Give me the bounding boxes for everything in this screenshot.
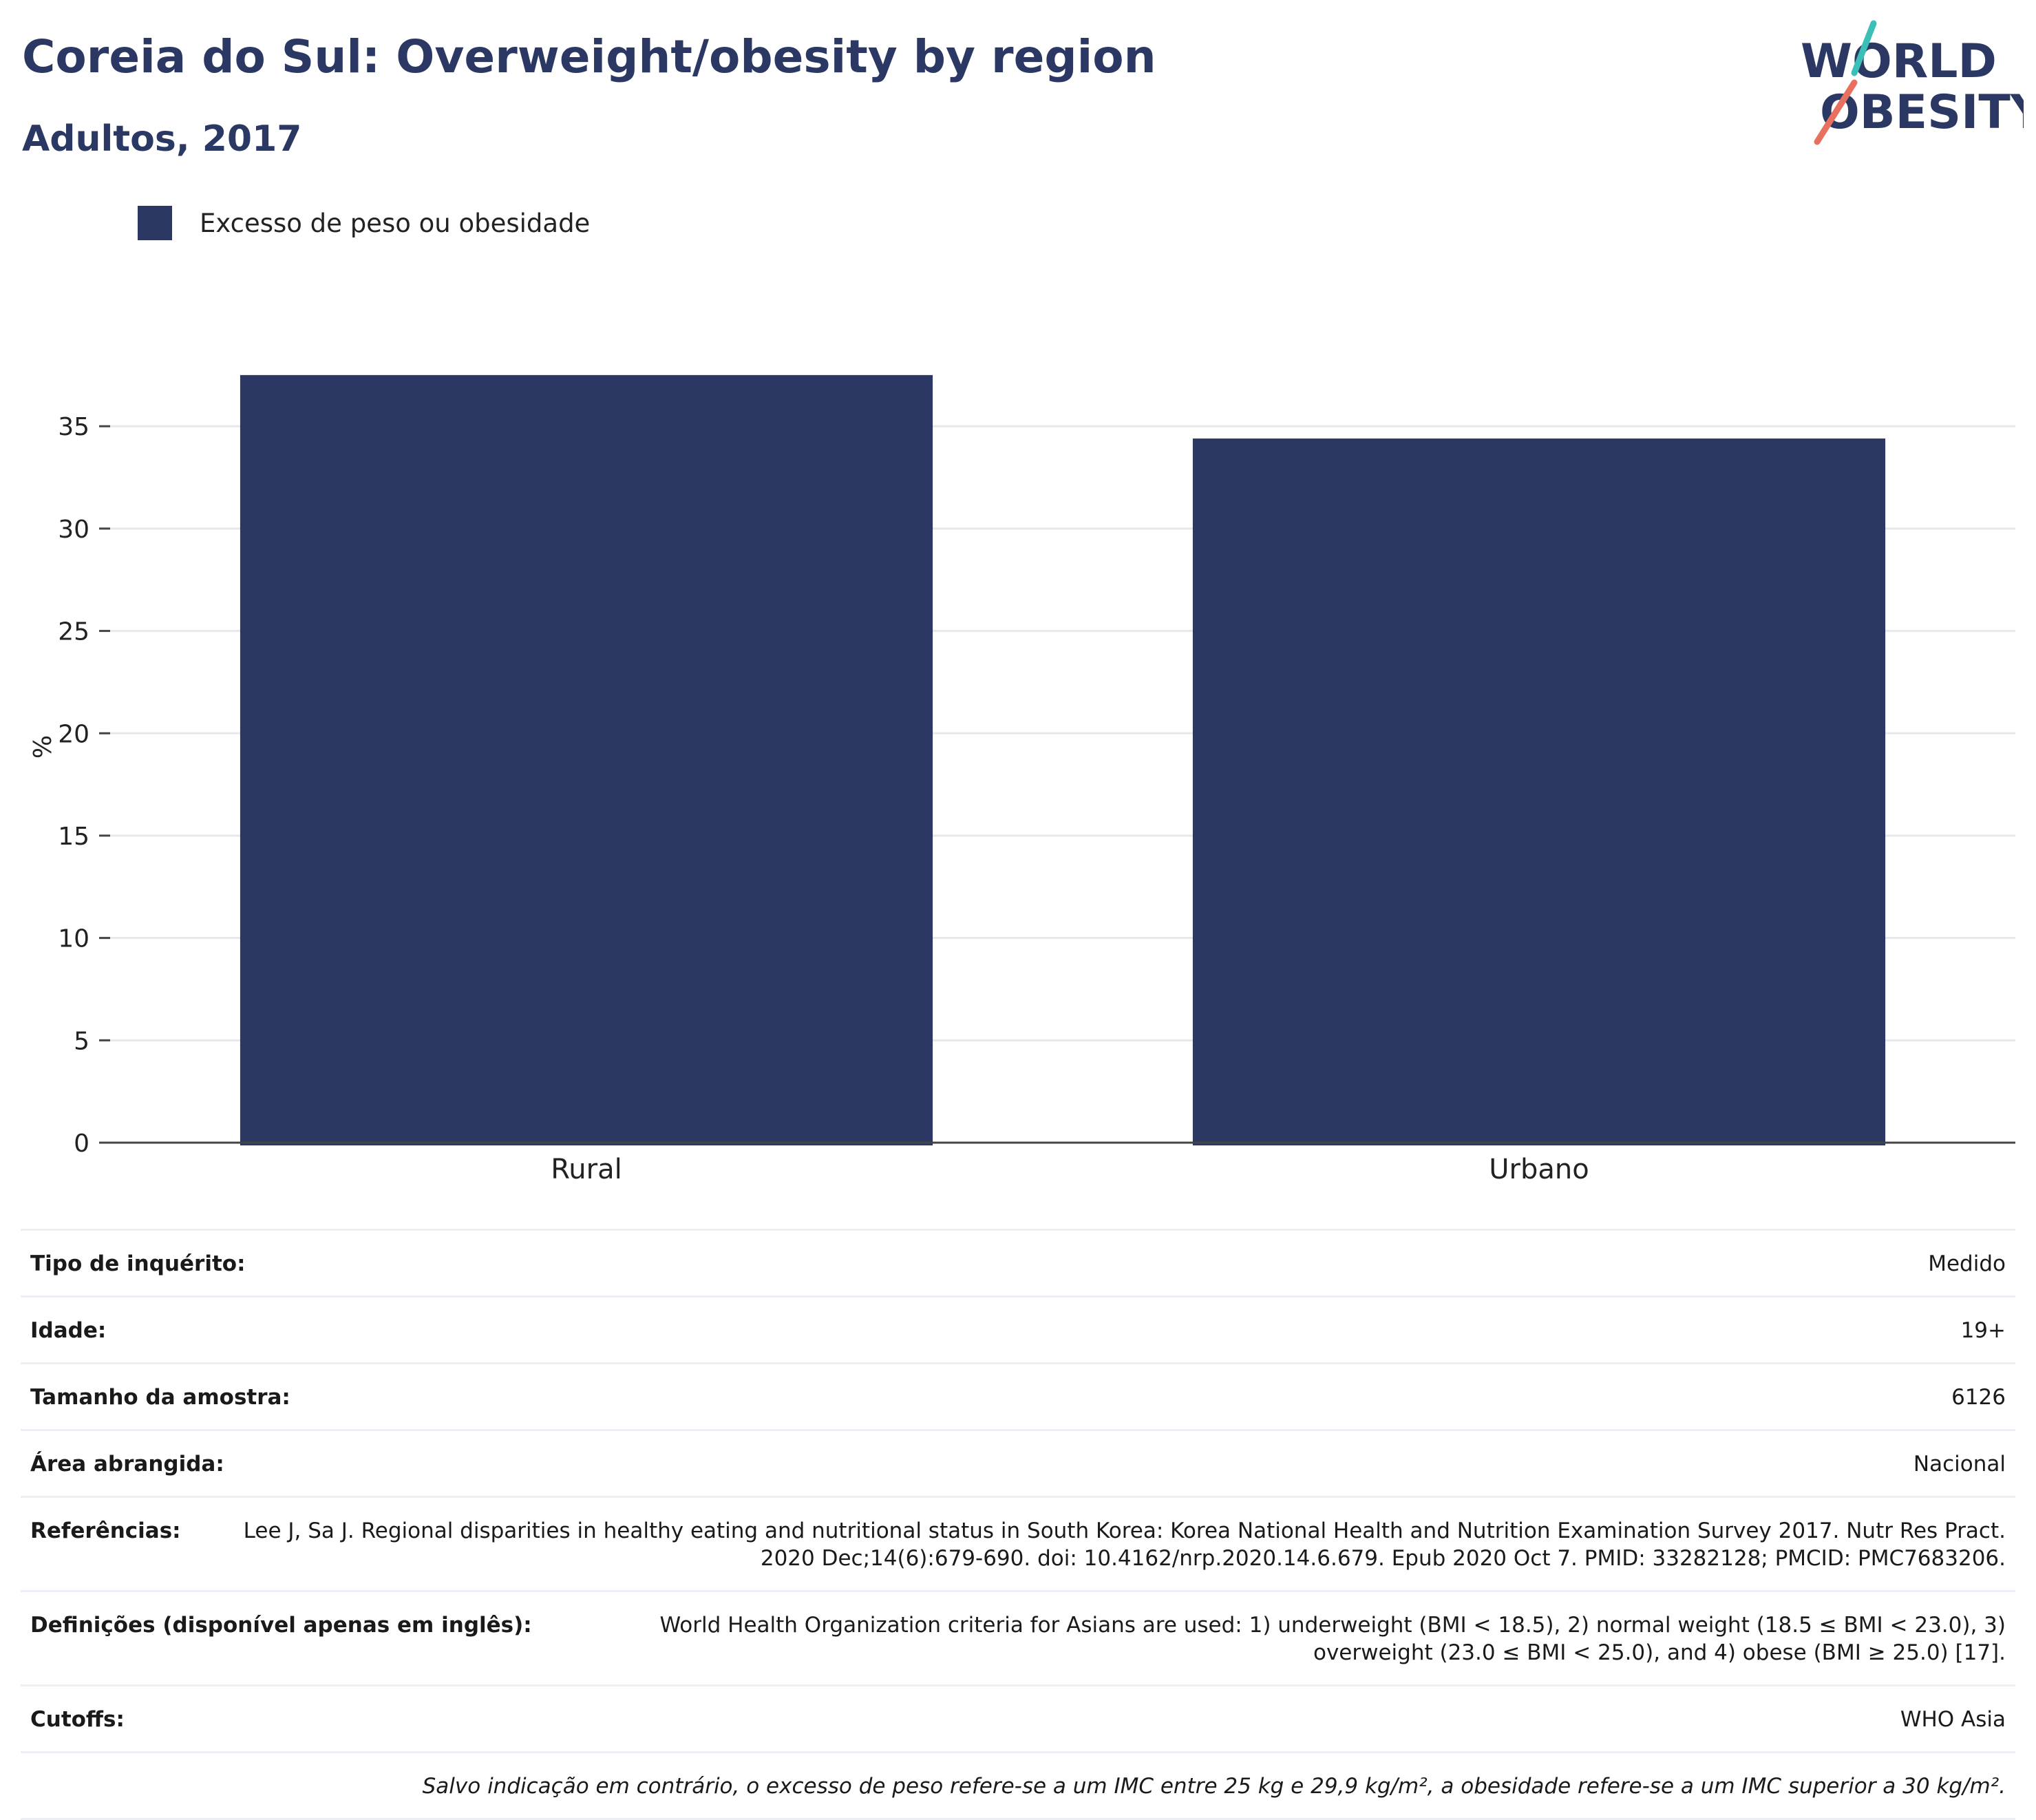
bmi-note: Salvo indicação em contrário, o excesso …: [422, 1774, 2006, 1799]
logo-text-obesity: OBESITY: [1820, 85, 2024, 140]
sample-size-value: 6126: [1951, 1385, 2006, 1410]
row-survey-type: Tipo de inquérito: Medido: [21, 1229, 2015, 1295]
world-obesity-logo: WORLD OBESITY: [1801, 20, 2024, 145]
x-category-labels: Rural Urbano: [551, 1154, 1589, 1185]
x-category-label: Urbano: [1489, 1154, 1589, 1185]
y-tick-label: 10: [58, 925, 89, 953]
y-tick-label: 20: [58, 720, 89, 748]
bar-chart: 0 5 10 15 20 25 30 35 Rural Urbano %: [29, 374, 2015, 1185]
logo-text-world: WORLD: [1801, 34, 1997, 89]
references-value: Lee J, Sa J. Regional disparities in hea…: [243, 1519, 2006, 1571]
age-label: Idade:: [30, 1318, 107, 1343]
row-cutoffs: Cutoffs: WHO Asia: [21, 1684, 2015, 1751]
y-tick-label: 15: [58, 823, 89, 851]
details-table: Tipo de inquérito: Medido Idade: 19+ Tam…: [21, 1229, 2015, 1820]
logo-slash-coral: [1814, 79, 1858, 145]
y-tick-label: 30: [58, 516, 89, 544]
y-tick-label: 35: [58, 413, 89, 441]
y-tick-label: 0: [74, 1130, 89, 1158]
area-value: Nacional: [1913, 1452, 2006, 1477]
y-tick-labels: 0 5 10 15 20 25 30 35: [58, 413, 89, 1158]
bars: [240, 374, 1886, 1145]
legend-label: Excesso de peso ou obesidade: [200, 208, 591, 238]
references-label: Referências:: [30, 1519, 181, 1543]
y-axis-label: %: [29, 735, 57, 759]
area-label: Área abrangida:: [30, 1452, 224, 1477]
sample-size-label: Tamanho da amostra:: [30, 1385, 290, 1410]
row-sample-size: Tamanho da amostra: 6126: [21, 1362, 2015, 1429]
cutoffs-value: WHO Asia: [1900, 1707, 2006, 1732]
row-references: Referências: Lee J, Sa J. Regional dispa…: [21, 1496, 2015, 1590]
age-value: 19+: [1960, 1318, 2006, 1343]
y-tick-label: 25: [58, 618, 89, 646]
survey-type-label: Tipo de inquérito:: [30, 1251, 246, 1276]
definitions-label: Definições (disponível apenas em inglês)…: [30, 1613, 532, 1638]
survey-type-value: Medido: [1928, 1251, 2006, 1276]
chart-title: Coreia do Sul: Overweight/obesity by reg…: [22, 30, 1156, 83]
bar-urbano[interactable]: [1192, 438, 1886, 1145]
legend-swatch: [138, 206, 172, 240]
y-tick-label: 5: [74, 1027, 89, 1055]
bar-rural[interactable]: [240, 374, 933, 1145]
row-area: Área abrangida: Nacional: [21, 1429, 2015, 1496]
cutoffs-label: Cutoffs:: [30, 1707, 125, 1732]
legend[interactable]: Excesso de peso ou obesidade: [138, 205, 590, 241]
row-age: Idade: 19+: [21, 1295, 2015, 1362]
row-note: Salvo indicação em contrário, o excesso …: [21, 1751, 2015, 1820]
definitions-value: World Health Organization criteria for A…: [659, 1613, 2006, 1665]
x-category-label: Rural: [551, 1154, 622, 1185]
chart-subtitle: Adultos, 2017: [22, 118, 302, 160]
row-definitions: Definições (disponível apenas em inglês)…: [21, 1590, 2015, 1684]
logo-slash-teal: [1851, 20, 1877, 76]
